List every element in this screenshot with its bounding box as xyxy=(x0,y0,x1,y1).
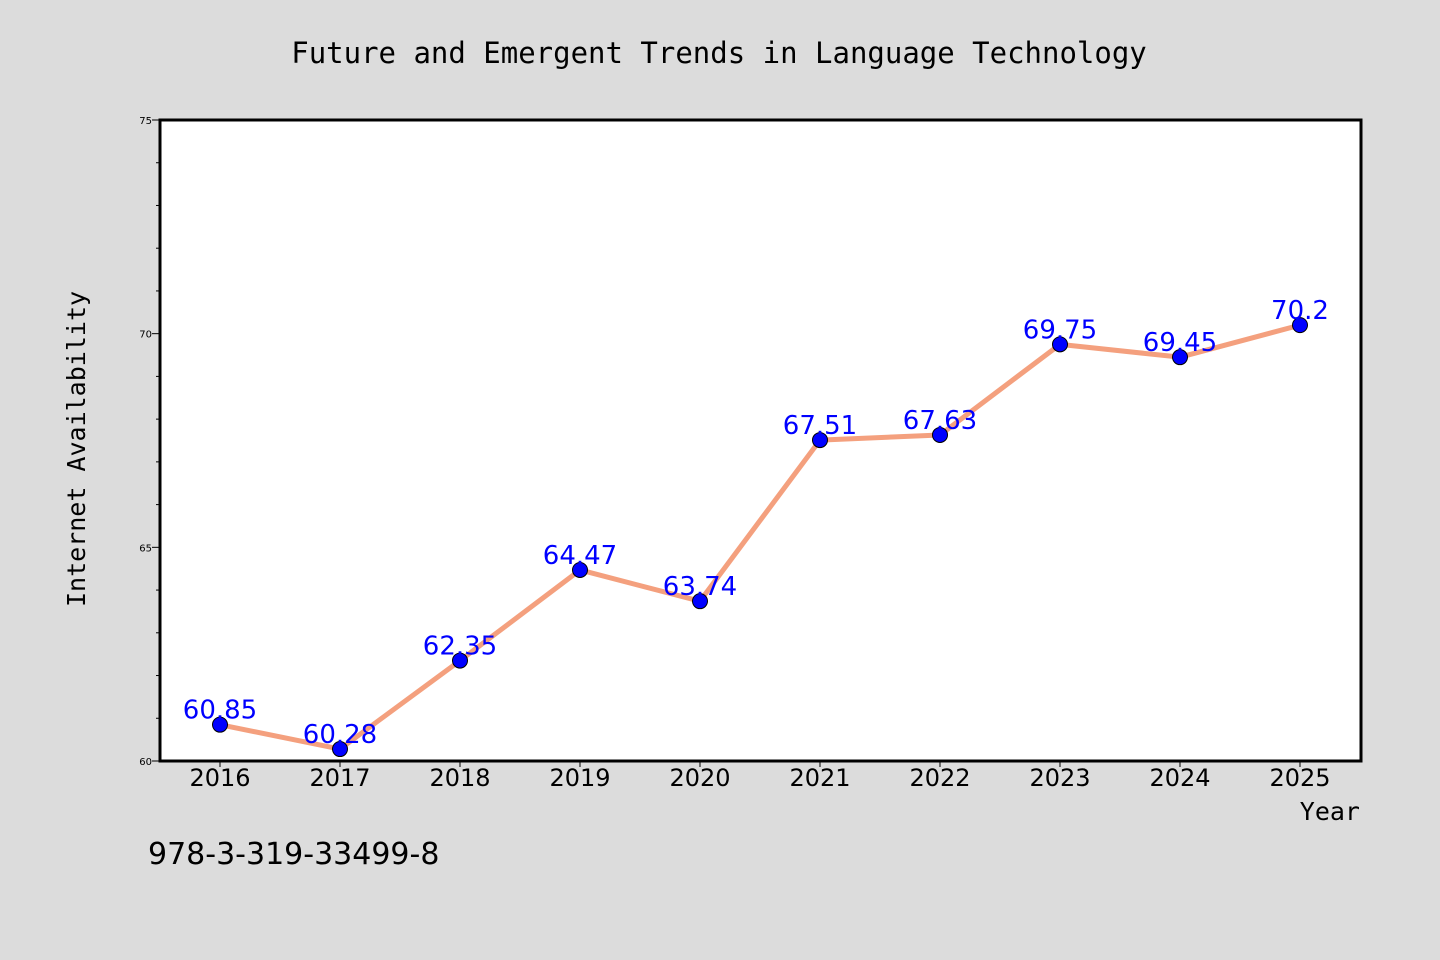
y-tick-label: 70 xyxy=(139,330,152,341)
data-point xyxy=(1292,317,1308,334)
plot-area xyxy=(158,118,1363,763)
x-tick-label: 2022 xyxy=(909,764,970,792)
data-point xyxy=(1172,349,1188,366)
x-tick-label: 2019 xyxy=(549,764,610,792)
x-tick-label: 2018 xyxy=(429,764,490,792)
footer-code: 978-3-319-33499-8 xyxy=(148,837,439,872)
data-label: 62.35 xyxy=(423,632,497,662)
data-label: 69.45 xyxy=(1143,328,1217,358)
x-tick-label: 2016 xyxy=(189,764,250,792)
data-label: 69.75 xyxy=(1023,315,1097,345)
data-point xyxy=(1052,336,1068,353)
series-line-group xyxy=(217,322,1303,752)
y-axis-label: Internet Availability xyxy=(62,291,91,607)
data-label: 60.28 xyxy=(303,720,377,750)
data-point xyxy=(692,593,708,610)
data-label: 63.74 xyxy=(663,572,737,602)
data-label: 60.85 xyxy=(183,696,257,726)
y-tick-label: 60 xyxy=(139,757,152,768)
x-tick-label: 2017 xyxy=(309,764,370,792)
x-tick-label: 2024 xyxy=(1149,764,1210,792)
data-markers xyxy=(212,317,1308,758)
data-point xyxy=(332,741,348,758)
y-axis-ticks: 60 65 70 75 xyxy=(139,116,160,768)
data-point xyxy=(212,716,228,733)
y-tick-label: 65 xyxy=(139,543,152,554)
x-axis-ticks: 2016 2017 2018 2019 2020 2021 2022 2023 2024 2025 xyxy=(189,761,1331,792)
data-point xyxy=(452,652,468,669)
x-tick-label: 2025 xyxy=(1269,764,1330,792)
y-tick-label: 75 xyxy=(139,116,152,127)
x-tick-label: 2021 xyxy=(789,764,850,792)
x-tick-label: 2023 xyxy=(1029,764,1090,792)
data-label: 67.51 xyxy=(783,411,857,441)
data-point xyxy=(812,432,828,449)
chart-title: Future and Emergent Trends in Language T… xyxy=(291,36,1147,70)
data-label: 64.47 xyxy=(543,541,617,571)
series-line xyxy=(217,322,1303,752)
x-axis-label: Year xyxy=(1300,797,1360,826)
x-tick-label: 2020 xyxy=(669,764,730,792)
data-label: 70.2 xyxy=(1271,296,1329,326)
data-label: 67.63 xyxy=(903,406,977,436)
data-point xyxy=(932,426,948,443)
data-point xyxy=(572,561,588,578)
data-labels: 60.85 60.28 62.35 64.47 63.74 67.51 67.63 69.75… xyxy=(183,296,1329,750)
